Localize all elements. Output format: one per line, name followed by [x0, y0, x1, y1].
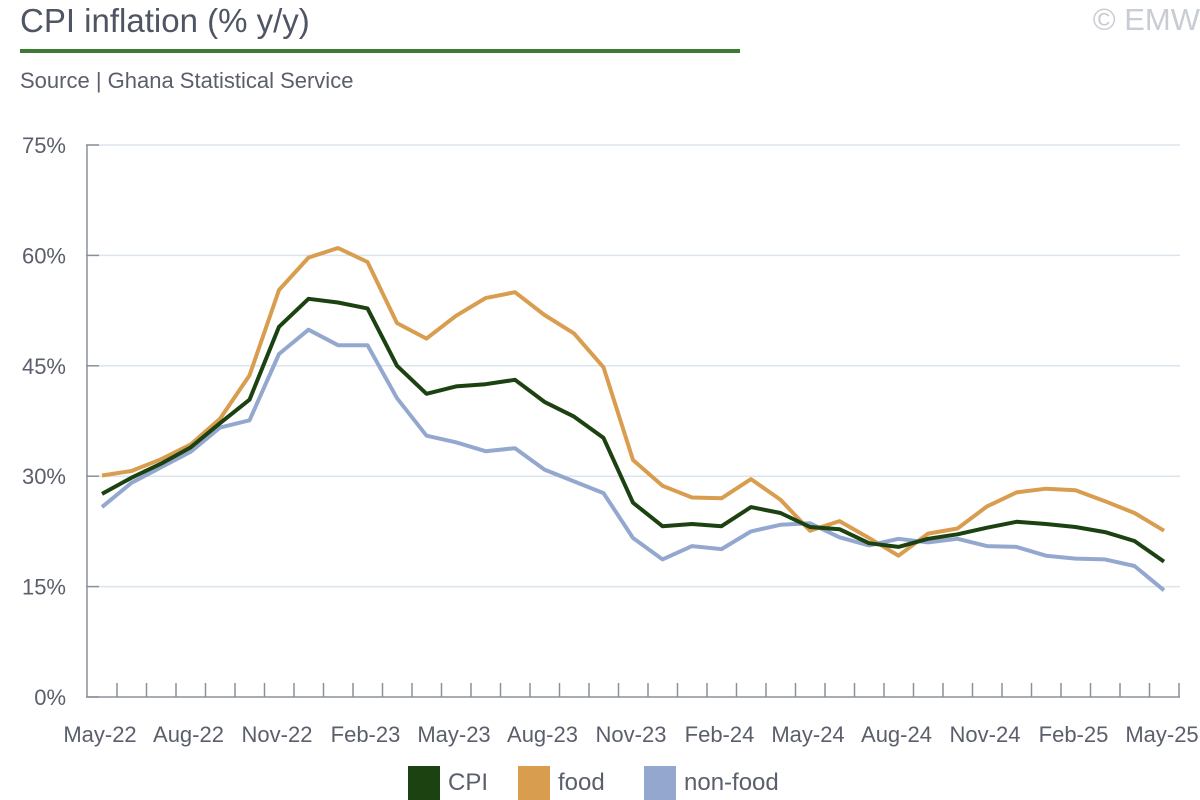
x-tick-label: Aug-24	[861, 722, 932, 747]
y-tick-label: 45%	[22, 354, 66, 379]
series-line-food	[101, 246, 1166, 558]
legend: CPI food non-food	[0, 766, 1200, 800]
series-line-non-food	[100, 327, 1166, 592]
x-tick-labels: May-22 Aug-22 Nov-22 Feb-23 May-23 Aug-23 Nov-…	[63, 722, 1198, 747]
x-tick-label: Feb-23	[331, 722, 401, 747]
gridlines	[87, 144, 1180, 588]
series-line-cpi	[101, 296, 1166, 564]
copyright-label: © EMW	[1092, 2, 1200, 37]
x-tick-label: Aug-22	[153, 722, 224, 747]
x-tick-label: May-22	[63, 722, 136, 747]
series-lines	[100, 246, 1166, 592]
chart-title: CPI inflation (% y/y)	[20, 2, 310, 39]
x-tick-label: Nov-22	[242, 722, 313, 747]
legend-label-food: food	[558, 769, 605, 796]
legend-swatch-cpi	[408, 766, 440, 800]
legend-label-non-food: non-food	[684, 769, 779, 796]
x-tick-label: May-23	[417, 722, 490, 747]
x-tick-label: Nov-24	[950, 722, 1021, 747]
x-tick-label: May-24	[771, 722, 844, 747]
x-tick-label: May-25	[1125, 722, 1198, 747]
x-tick-label: Nov-23	[596, 722, 667, 747]
x-tick-label: Feb-24	[685, 722, 755, 747]
y-tick-label: 30%	[22, 464, 66, 489]
chart-subtitle: Source | Ghana Statistical Service	[20, 68, 354, 93]
legend-swatch-non-food	[644, 766, 676, 800]
x-tick-label: Feb-25	[1039, 722, 1109, 747]
y-tick-label: 60%	[22, 243, 66, 268]
line-chart: 0% 15% 30% 45% 60% 75% May-22 Aug-22 Nov-22 Feb-…	[22, 133, 1199, 747]
title-underline	[20, 49, 740, 53]
y-tick-labels: 0% 15% 30% 45% 60% 75%	[22, 133, 66, 710]
y-tick-label: 75%	[22, 133, 66, 158]
y-tick-label: 0%	[34, 685, 66, 710]
legend-swatch-food	[518, 766, 550, 800]
y-tick-label: 15%	[22, 575, 66, 600]
x-tick-label: Aug-23	[507, 722, 578, 747]
axes	[86, 144, 1180, 698]
legend-label-cpi: CPI	[448, 769, 489, 796]
